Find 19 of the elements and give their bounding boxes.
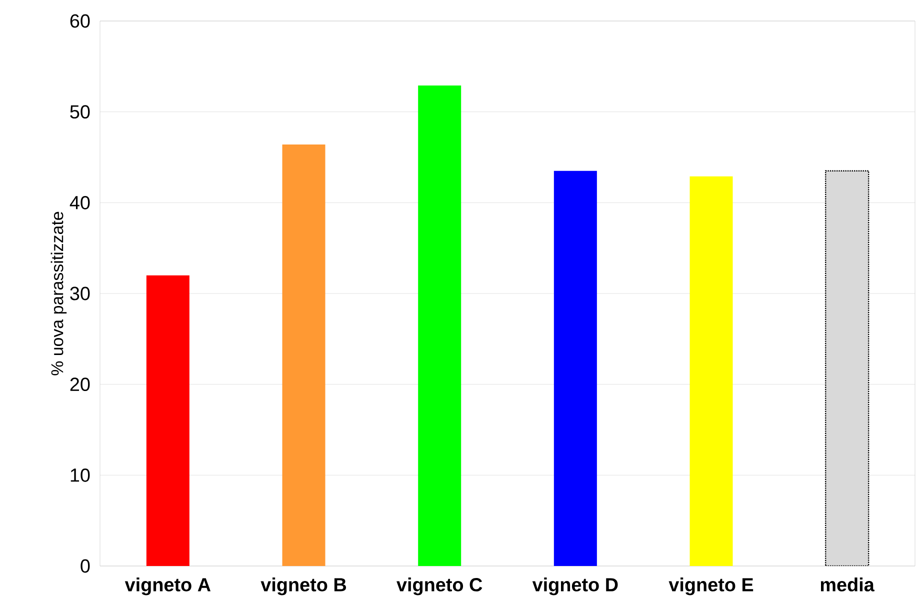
y-tick-label: 40 xyxy=(70,196,90,210)
y-tick-label: 0 xyxy=(80,559,90,573)
bar xyxy=(418,85,462,566)
x-tick-label: vigneto A xyxy=(124,578,211,596)
x-tick-label: vigneto C xyxy=(396,578,482,596)
x-tick-label: vigneto B xyxy=(260,578,346,596)
y-tick-label: 60 xyxy=(70,14,90,28)
x-tick-label: media xyxy=(820,578,874,592)
y-tick-label: 30 xyxy=(70,286,90,300)
bar xyxy=(282,144,326,566)
y-tick-label: 50 xyxy=(70,105,90,119)
x-tick-label: vigneto D xyxy=(532,578,618,596)
bar xyxy=(146,275,190,566)
y-tick-label: 20 xyxy=(70,378,90,392)
bar xyxy=(554,170,597,566)
y-tick-label: 10 xyxy=(70,468,90,482)
x-tick-label: vigneto E xyxy=(668,578,754,596)
bar xyxy=(690,176,733,566)
y-axis-title: % uova parassitizzate xyxy=(50,212,67,376)
